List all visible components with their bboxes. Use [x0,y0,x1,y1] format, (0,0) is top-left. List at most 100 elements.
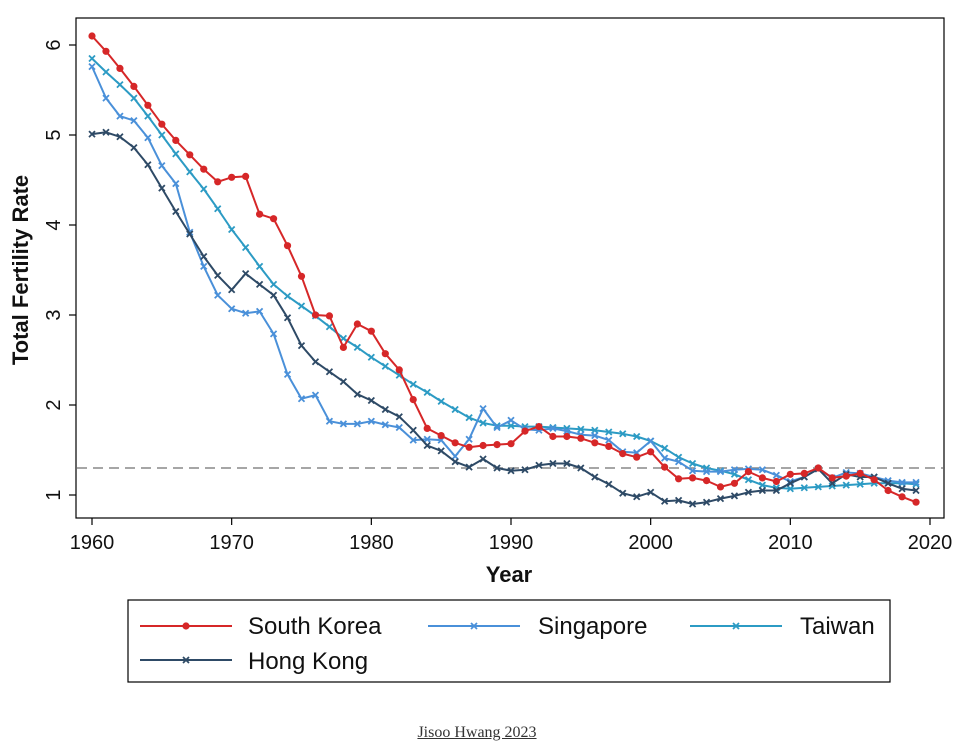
point-taiwan [172,150,180,158]
point-south-korea [409,396,417,404]
point-singapore-stroke [647,437,655,445]
point-singapore [269,330,278,338]
point-singapore [716,467,725,476]
point-hong-kong-stroke [507,467,515,475]
point-taiwan-stroke [353,343,362,352]
point-hong-kong-stroke [88,130,96,138]
point-hong-kong [758,486,767,495]
point-hong-kong-stroke [647,488,655,496]
point-south-korea [605,442,613,450]
point-singapore [479,404,487,413]
point-taiwan-stroke [912,480,920,488]
point-hong-kong [744,488,753,496]
point-singapore-stroke [172,179,180,188]
point-taiwan-stroke [744,476,753,484]
point-south-korea [116,64,124,72]
point-singapore-stroke [339,420,348,428]
point-taiwan-stroke [172,150,180,158]
point-singapore [130,116,138,125]
x-tick-label: 2000 [628,532,673,554]
point-hong-kong [605,480,613,488]
point-taiwan-stroke [409,380,417,388]
point-taiwan-stroke [228,225,236,234]
point-hong-kong [660,497,669,505]
point-hong-kong [172,207,180,216]
y-tick-label: 6 [43,39,65,50]
point-singapore [507,416,515,424]
x-tick-label: 1960 [70,532,115,554]
point-hong-kong [158,184,166,192]
point-singapore [409,436,417,444]
legend-box [127,599,891,683]
point-taiwan [842,481,850,489]
point-hong-kong-stroke [758,486,767,495]
point-south-korea [381,350,389,358]
x-tick-label: 1970 [209,532,254,554]
point-south-korea [912,498,920,506]
point-singapore-stroke [88,62,96,71]
point-hong-kong-stroke [493,464,501,472]
point-taiwan [423,388,431,397]
point-hong-kong-stroke [339,377,348,386]
point-hong-kong-stroke [577,464,585,472]
point-south-korea [102,47,110,55]
point-taiwan [367,353,375,361]
point-hong-kong [716,494,725,503]
point-hong-kong-stroke [605,480,613,488]
point-singapore-stroke [451,452,459,460]
point-south-korea [758,474,767,482]
point-singapore-stroke [297,395,306,403]
point-taiwan-stroke [381,362,389,370]
point-taiwan-stroke [269,280,278,289]
point-hong-kong-stroke [214,271,222,280]
point-south-korea [800,469,808,477]
point-singapore-stroke [912,478,920,487]
point-singapore-stroke [311,391,320,399]
point-hong-kong [200,252,208,261]
point-hong-kong-stroke [633,493,641,501]
point-taiwan [144,112,152,120]
point-singapore [353,420,362,428]
point-hong-kong [311,358,320,366]
point-hong-kong-stroke [660,497,669,505]
point-south-korea [367,327,375,335]
point-singapore [325,417,334,425]
point-hong-kong-stroke [325,368,334,376]
point-singapore-stroke [549,424,557,433]
point-taiwan-stroke [158,131,166,139]
point-singapore [144,134,152,142]
point-hong-kong-stroke [549,459,557,468]
legend-label-hong-kong: Hong Kong [248,648,368,675]
point-singapore-stroke [730,466,739,474]
point-singapore [451,452,459,460]
point-taiwan-stroke [130,94,138,102]
point-singapore [660,454,669,462]
point-singapore-stroke [283,370,292,379]
point-hong-kong-stroke [409,426,417,434]
point-hong-kong [353,390,362,398]
point-singapore-stroke [479,404,487,413]
point-singapore-stroke [144,134,152,142]
point-hong-kong-stroke [591,473,599,481]
point-hong-kong [619,489,627,497]
source-credit-link[interactable]: Jisoo Hwang 2023 [417,724,537,741]
point-singapore [465,435,473,443]
point-hong-kong-stroke [269,291,278,299]
point-taiwan-stroke [200,185,208,193]
point-singapore [367,417,375,425]
point-south-korea [186,151,194,159]
point-singapore [339,420,348,428]
legend-label-south-korea: South Korea [248,613,382,640]
point-taiwan-stroke [800,484,808,492]
x-tick-label: 2020 [908,532,953,554]
point-taiwan-stroke [619,430,627,438]
x-tick-label: 1990 [489,532,534,554]
point-taiwan-stroke [688,459,697,468]
point-south-korea [842,472,850,480]
point-hong-kong [828,479,836,487]
point-taiwan [102,68,110,76]
plot-frame [75,17,945,519]
point-taiwan-stroke [297,302,306,310]
point-hong-kong-stroke [479,455,487,463]
point-taiwan [130,94,138,102]
